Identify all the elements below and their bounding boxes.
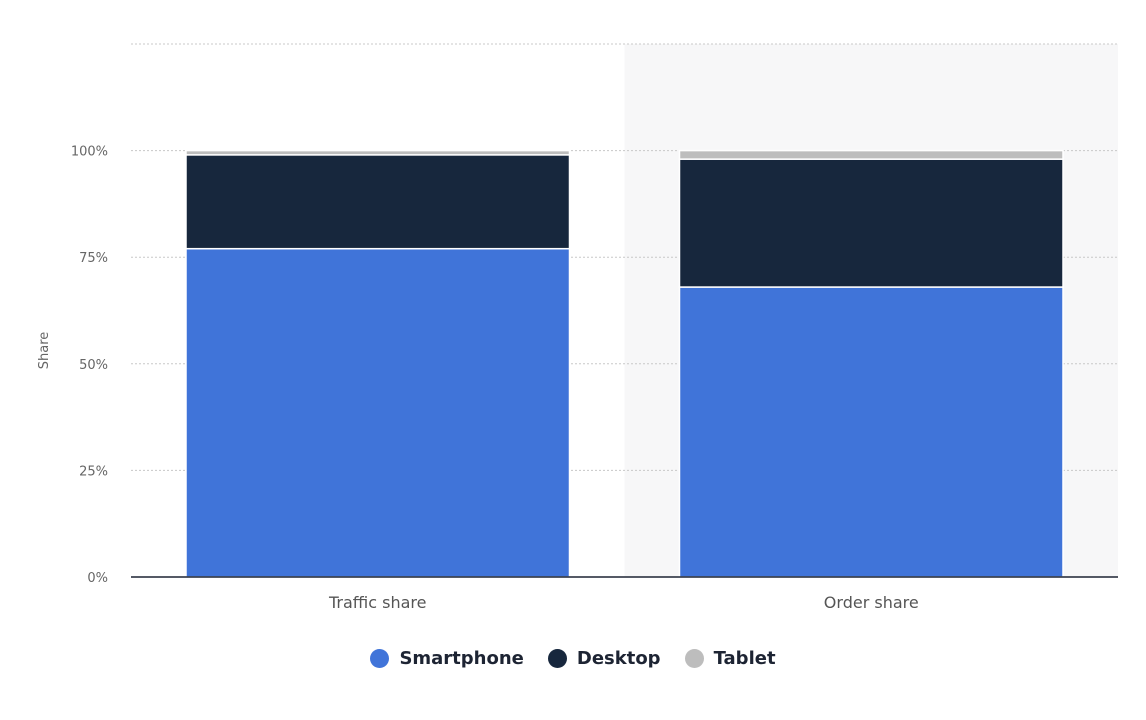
- bar-segment-smartphone-1[interactable]: [678, 286, 1064, 578]
- y-tick-label: 0%: [87, 571, 108, 586]
- legend-marker: [547, 649, 567, 668]
- x-axis-labels: Traffic share Order share: [328, 593, 919, 612]
- y-tick-label: 25%: [79, 464, 108, 479]
- bar-segment-tablet-1[interactable]: [678, 149, 1064, 160]
- bar-segment-desktop-0[interactable]: [185, 154, 571, 250]
- legend: Smartphone Desktop Tablet: [0, 648, 1146, 669]
- bar-segment-desktop-1[interactable]: [678, 158, 1064, 288]
- y-tick-label: 75%: [79, 251, 108, 266]
- y-axis-ticks: 0% 25% 50% 75% 100%: [71, 145, 108, 586]
- legend-label: Desktop: [576, 648, 661, 669]
- y-axis-title: Share: [37, 332, 52, 370]
- legend-marker: [370, 649, 390, 668]
- legend-marker: [684, 649, 704, 668]
- bar-segment-tablet-0[interactable]: [185, 149, 571, 156]
- x-tick-label: Traffic share: [328, 593, 427, 612]
- y-tick-label: 100%: [71, 145, 108, 160]
- bar-segment-smartphone-0[interactable]: [185, 247, 571, 578]
- x-tick-label: Order share: [824, 593, 919, 612]
- legend-label: Smartphone: [399, 648, 524, 669]
- legend-item-smartphone[interactable]: Smartphone: [370, 648, 524, 669]
- stacked-bar-chart: 0% 25% 50% 75% 100% Traffic share Order share…: [37, 43, 1118, 612]
- legend-item-desktop[interactable]: Desktop: [547, 648, 661, 669]
- legend-item-tablet[interactable]: Tablet: [684, 648, 776, 669]
- legend-label: Tablet: [713, 648, 776, 669]
- y-tick-label: 50%: [79, 358, 108, 373]
- bars: [185, 149, 1064, 578]
